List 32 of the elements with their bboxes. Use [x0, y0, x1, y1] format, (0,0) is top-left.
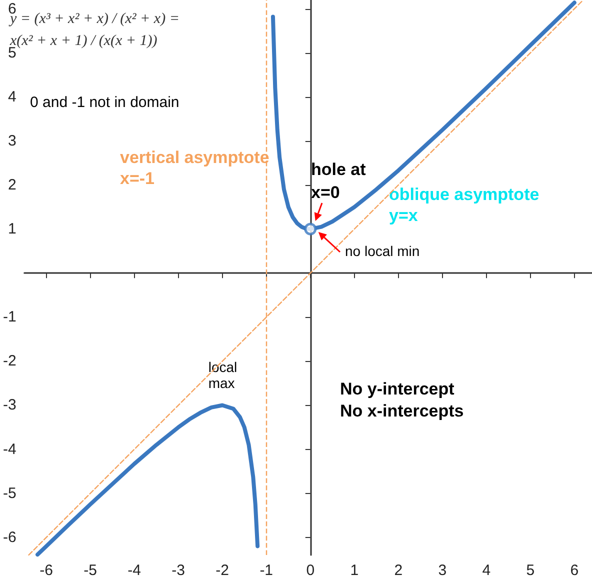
x-tick-label: 4 [482, 562, 491, 578]
x-tick-label: 1 [350, 562, 359, 578]
y-tick-label: 6 [8, 0, 16, 18]
x-tick-label: 6 [570, 562, 579, 578]
x-tick-label: -1 [260, 562, 274, 578]
annotation: No y-intercept No x-intercepts [340, 380, 464, 420]
y-tick-label: -1 [2, 308, 16, 326]
x-tick-label: -3 [172, 562, 186, 578]
annotation: oblique asymptote y=x [389, 185, 540, 225]
y-tick-label: -6 [2, 528, 16, 546]
annotation: local max [208, 359, 238, 392]
x-tick-label: 0 [306, 562, 315, 578]
x-tick-label: 3 [438, 562, 447, 578]
x-tick-label: 2 [394, 562, 403, 578]
y-tick-label: 3 [8, 132, 16, 150]
y-tick-label: 4 [8, 88, 16, 106]
x-tick-label: -2 [216, 562, 230, 578]
y-tick-label: -5 [2, 484, 16, 502]
annotation: 0 and -1 not in domain [30, 94, 180, 111]
x-tick-label: -4 [128, 562, 142, 578]
ref-line-label: vertical asymptote x=-1 [120, 148, 270, 188]
y-tick-label: 5 [8, 44, 16, 62]
annotation: no local min [345, 243, 420, 259]
y-tick-label: 1 [8, 220, 16, 238]
y-tick-label: -2 [2, 352, 16, 370]
annotation: hole at x=0 [311, 160, 366, 202]
x-tick-label: 5 [526, 562, 535, 578]
y-tick-label: -3 [2, 396, 16, 414]
y-tick-label: -4 [2, 440, 16, 458]
x-tick-label: -6 [40, 562, 54, 578]
y-tick-label: 2 [8, 176, 16, 194]
x-tick-label: -5 [84, 562, 98, 578]
